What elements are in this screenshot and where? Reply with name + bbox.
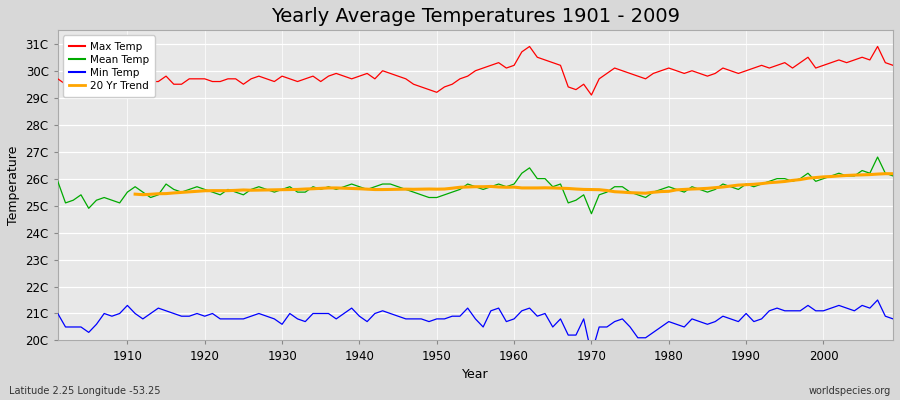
Y-axis label: Temperature: Temperature [7, 146, 20, 225]
Text: worldspecies.org: worldspecies.org [809, 386, 891, 396]
Legend: Max Temp, Mean Temp, Min Temp, 20 Yr Trend: Max Temp, Mean Temp, Min Temp, 20 Yr Tre… [63, 36, 156, 97]
Text: Latitude 2.25 Longitude -53.25: Latitude 2.25 Longitude -53.25 [9, 386, 160, 396]
Title: Yearly Average Temperatures 1901 - 2009: Yearly Average Temperatures 1901 - 2009 [271, 7, 680, 26]
X-axis label: Year: Year [462, 368, 489, 381]
